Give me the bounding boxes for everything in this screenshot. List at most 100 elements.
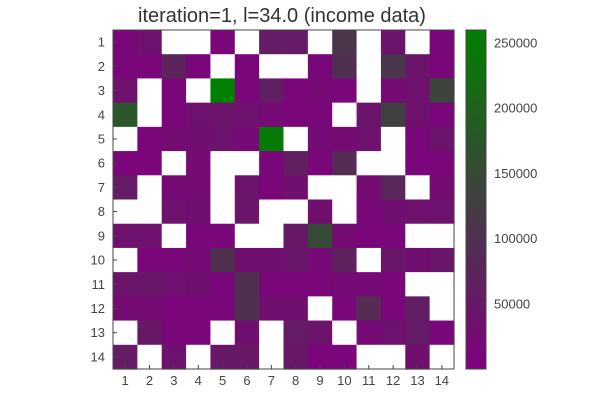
heatmap-cell-r4-c12 <box>380 102 406 128</box>
heatmap-cell-r5-c13 <box>405 126 431 152</box>
x-tick-label: 7 <box>268 373 275 388</box>
y-tick-label: 8 <box>98 204 105 219</box>
heatmap-cell-r6-c5 <box>210 151 236 176</box>
heatmap-cell-r1-c3 <box>161 30 187 55</box>
heatmap-cell-r8-c3 <box>161 199 187 225</box>
x-tick-label: 5 <box>219 373 226 388</box>
y-tick-label: 1 <box>98 35 105 50</box>
heatmap-cell-r13-c5 <box>210 320 236 346</box>
heatmap-cell-r6-c10 <box>332 151 358 176</box>
x-tick-label: 3 <box>170 373 177 388</box>
heatmap-cell-r4-c14 <box>429 102 455 128</box>
heatmap-cell-r8-c9 <box>307 199 333 225</box>
heatmap-cell-r3-c1 <box>113 78 138 104</box>
heatmap-cell-r7-c2 <box>137 175 163 201</box>
heatmap-cell-r5-c2 <box>137 126 163 152</box>
heatmap-cell-r12-c7 <box>259 296 285 322</box>
heatmap-cell-r12-c10 <box>332 296 358 322</box>
heatmap-cell-r10-c10 <box>332 247 358 273</box>
heatmap-cell-r10-c12 <box>380 247 406 273</box>
y-tick-label: 4 <box>98 107 105 122</box>
heatmap-cell-r12-c8 <box>283 296 309 322</box>
heatmap-cell-r12-c12 <box>380 296 406 322</box>
y-tick-label: 13 <box>91 325 105 340</box>
x-tick-label: 13 <box>410 373 424 388</box>
heatmap-cell-r2-c11 <box>356 54 382 80</box>
heatmap-cell-r2-c6 <box>234 54 260 80</box>
heatmap-cell-r1-c12 <box>380 30 406 55</box>
heatmap-cell-r11-c1 <box>113 272 138 297</box>
heatmap-cell-r11-c13 <box>405 272 431 297</box>
heatmap-cell-r4-c5 <box>210 102 236 128</box>
heatmap-cell-r10-c2 <box>137 247 163 273</box>
heatmap-cell-r12-c13 <box>405 296 431 322</box>
heatmap-cell-r13-c7 <box>259 320 285 346</box>
heatmap-cell-r7-c14 <box>429 175 455 201</box>
colorbar-tick-label: 100000 <box>494 231 537 246</box>
heatmap-cell-r3-c3 <box>161 78 187 104</box>
heatmap-cell-r11-c2 <box>137 272 163 297</box>
heatmap-cell-r6-c12 <box>380 151 406 176</box>
heatmap-cell-r6-c11 <box>356 151 382 176</box>
heatmap-cell-r5-c5 <box>210 126 236 152</box>
heatmap-cell-r4-c7 <box>259 102 285 128</box>
heatmap-cell-r8-c2 <box>137 199 163 225</box>
heatmap-cell-r13-c6 <box>234 320 260 346</box>
heatmap-cell-r1-c2 <box>137 30 163 55</box>
heatmap-cell-r8-c14 <box>429 199 455 225</box>
heatmap-cell-r10-c1 <box>113 247 138 273</box>
heatmap-cell-r2-c9 <box>307 54 333 80</box>
heatmap-cell-r6-c9 <box>307 151 333 176</box>
heatmap-cell-r9-c4 <box>186 223 212 249</box>
heatmap-cell-r8-c6 <box>234 199 260 225</box>
heatmap-cell-r12-c5 <box>210 296 236 322</box>
heatmap-cell-r3-c2 <box>137 78 163 104</box>
heatmap-cell-r8-c7 <box>259 199 285 225</box>
heatmap-cell-r2-c2 <box>137 54 163 80</box>
heatmap-cell-r4-c10 <box>332 102 358 128</box>
heatmap-cell-r8-c12 <box>380 199 406 225</box>
heatmap-cell-r3-c8 <box>283 78 309 104</box>
heatmap-cell-r9-c1 <box>113 223 138 249</box>
heatmap-cell-r4-c2 <box>137 102 163 128</box>
heatmap-cell-r11-c5 <box>210 272 236 297</box>
heatmap-cell-r6-c1 <box>113 151 138 176</box>
heatmap-cell-r7-c10 <box>332 175 358 201</box>
heatmap-cell-r6-c7 <box>259 151 285 176</box>
heatmap-cell-r10-c3 <box>161 247 187 273</box>
heatmap-cell-r9-c9 <box>307 223 333 249</box>
heatmap-cell-r3-c13 <box>405 78 431 104</box>
heatmap-cell-r7-c9 <box>307 175 333 201</box>
x-tick-label: 12 <box>386 373 400 388</box>
heatmap-cell-r9-c5 <box>210 223 236 249</box>
heatmap-cell-r8-c10 <box>332 199 358 225</box>
heatmap-cell-r5-c11 <box>356 126 382 152</box>
colorbar-tick-label: 200000 <box>494 101 537 116</box>
heatmap-cell-r4-c3 <box>161 102 187 128</box>
heatmap-cell-r9-c3 <box>161 223 187 249</box>
heatmap-cell-r9-c7 <box>259 223 285 249</box>
heatmap-cell-r12-c4 <box>186 296 212 322</box>
heatmap-cell-r2-c3 <box>161 54 187 80</box>
plot-frame <box>112 29 455 370</box>
y-tick-label: 2 <box>98 59 105 74</box>
heatmap-cell-r3-c11 <box>356 78 382 104</box>
heatmap-cell-r13-c4 <box>186 320 212 346</box>
heatmap-cell-r3-c5 <box>210 78 236 104</box>
heatmap-cell-r13-c3 <box>161 320 187 346</box>
heatmap-cell-r11-c4 <box>186 272 212 297</box>
heatmap-cell-r9-c6 <box>234 223 260 249</box>
heatmap-cell-r12-c3 <box>161 296 187 322</box>
heatmap-cell-r7-c13 <box>405 175 431 201</box>
heatmap-cell-r1-c5 <box>210 30 236 55</box>
heatmap-cell-r10-c14 <box>429 247 455 273</box>
heatmap-cell-r12-c2 <box>137 296 163 322</box>
heatmap-cell-r9-c13 <box>405 223 431 249</box>
heatmap-cell-r5-c12 <box>380 126 406 152</box>
heatmap-cell-r3-c12 <box>380 78 406 104</box>
heatmap-cell-r6-c4 <box>186 151 212 176</box>
heatmap-cell-r9-c11 <box>356 223 382 249</box>
heatmap-cell-r2-c13 <box>405 54 431 80</box>
heatmap-cell-r1-c8 <box>283 30 309 55</box>
heatmap-cell-r1-c11 <box>356 30 382 55</box>
